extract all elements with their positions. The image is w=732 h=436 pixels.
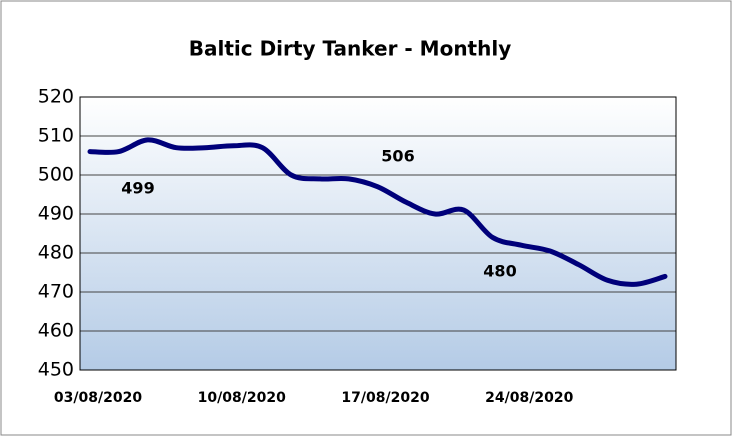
x-tick-label: 24/08/2020: [485, 390, 573, 406]
y-tick-label: 460: [38, 320, 74, 342]
y-tick-label: 480: [38, 242, 74, 264]
y-tick-label: 470: [38, 281, 74, 303]
x-tick-label: 10/08/2020: [198, 390, 286, 406]
y-tick-label: 510: [38, 125, 74, 147]
y-tick-label: 520: [38, 86, 74, 108]
line: [87, 137, 668, 287]
y-tick-label: 490: [38, 203, 74, 225]
annotation: 506: [381, 147, 414, 166]
x-tick-label: 17/08/2020: [341, 390, 429, 406]
chart-title: Baltic Dirty Tanker - Monthly: [189, 37, 512, 61]
y-tick-label: 450: [38, 359, 74, 381]
plot-area: [80, 97, 676, 370]
x-tick-label: 03/08/2020: [54, 390, 142, 406]
annotation: 480: [483, 262, 516, 281]
plot-border: [79, 96, 677, 371]
y-tick-label: 500: [38, 164, 74, 186]
annotation: 499: [121, 179, 154, 198]
